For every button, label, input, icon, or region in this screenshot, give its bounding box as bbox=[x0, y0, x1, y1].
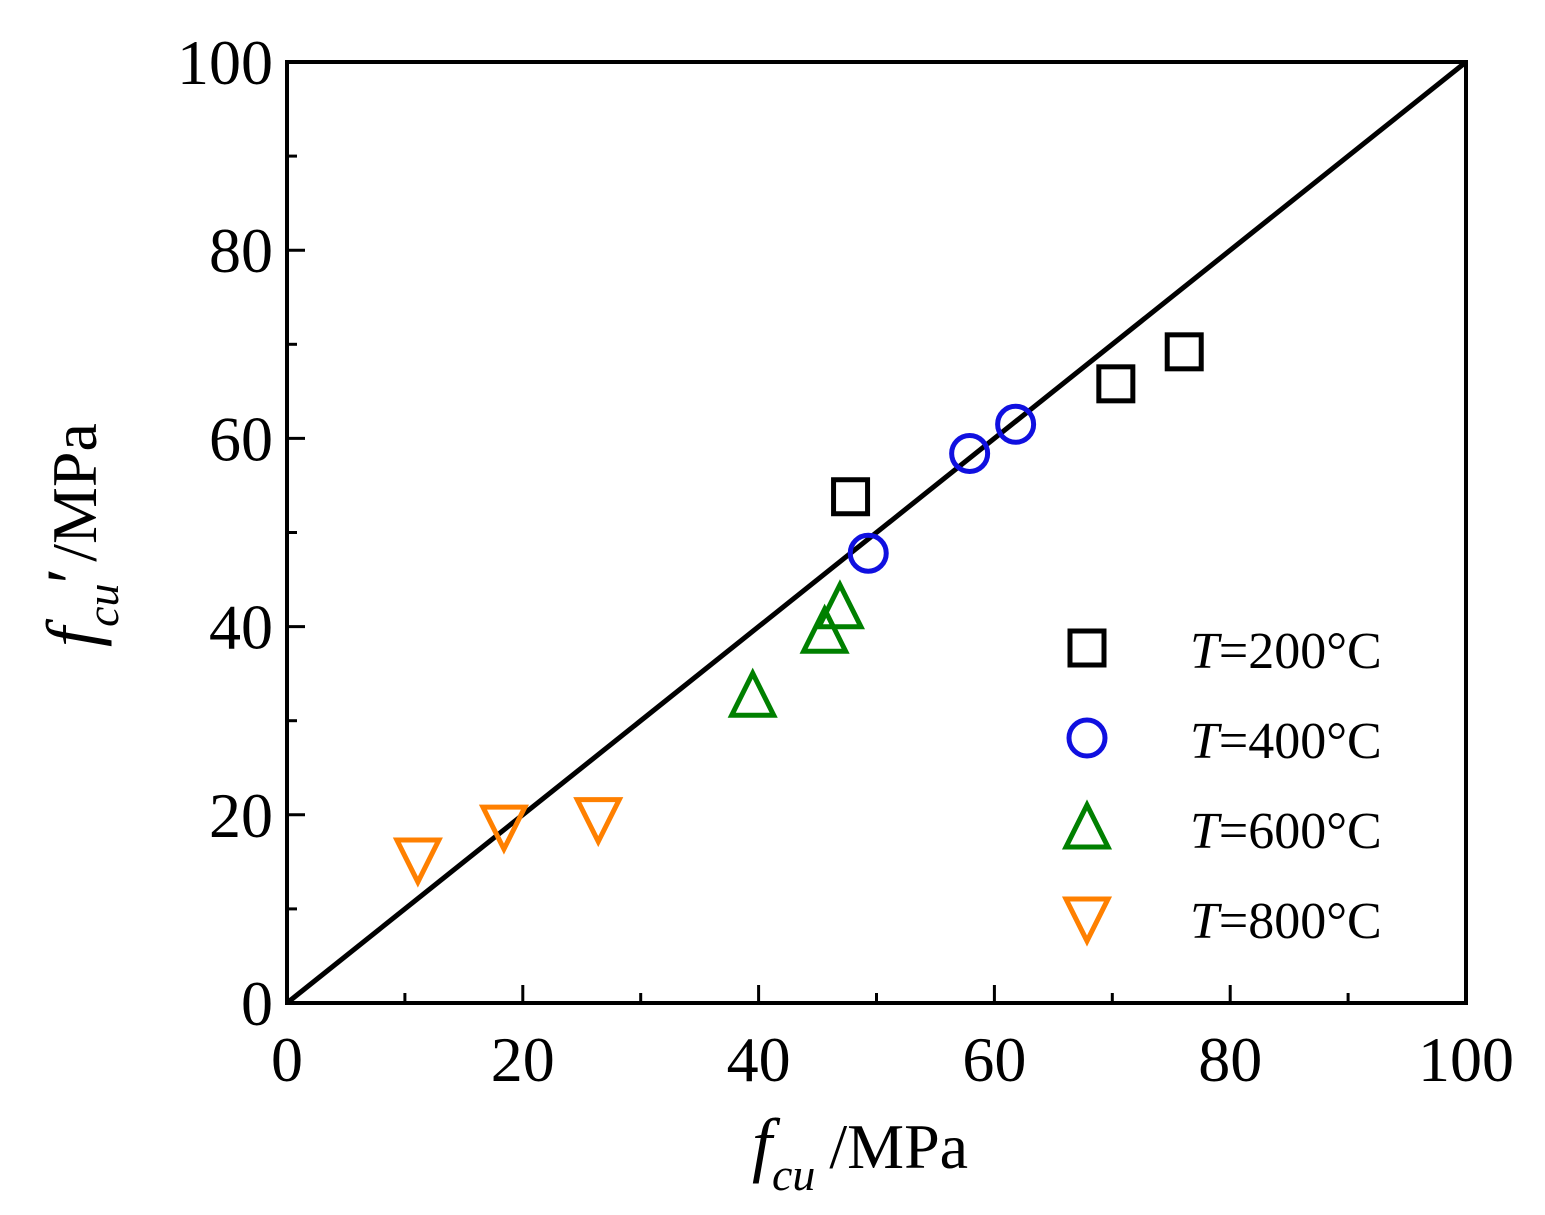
legend-label: T=400°C bbox=[1190, 713, 1382, 770]
x-tick-label: 80 bbox=[1198, 1024, 1262, 1095]
x-tick-label: 100 bbox=[1418, 1024, 1514, 1095]
data-point-circle bbox=[949, 432, 991, 474]
reference-line-y-equals-x bbox=[285, 60, 1468, 1005]
x-axis-sub: cu bbox=[772, 1149, 815, 1200]
data-point-circle bbox=[847, 532, 889, 574]
legend-label: T=800°C bbox=[1190, 893, 1382, 950]
y-tick-label: 60 bbox=[209, 403, 273, 474]
legend-marker-triangle-down bbox=[1061, 896, 1113, 947]
y-axis-prime: ′ bbox=[32, 568, 112, 584]
data-point-triangle-down bbox=[478, 804, 529, 855]
y-tick-label: 40 bbox=[209, 592, 273, 663]
legend-marker-square bbox=[1067, 628, 1107, 668]
data-point-square bbox=[831, 477, 871, 517]
x-axis-title: fcu/MPa bbox=[752, 1104, 968, 1200]
x-tick-label: 20 bbox=[491, 1024, 555, 1095]
y-axis-sub: cu bbox=[77, 584, 128, 627]
legend: T=200°C T=400°C T=600°C T=800°C bbox=[1061, 623, 1382, 950]
x-tick-label: 0 bbox=[271, 1024, 303, 1095]
y-axis-title: fcu′/MPa bbox=[32, 423, 128, 647]
legend-marker-circle bbox=[1066, 717, 1108, 759]
data-markers bbox=[392, 332, 1204, 888]
data-point-square bbox=[1096, 364, 1136, 404]
y-tick-label: 80 bbox=[209, 215, 273, 286]
legend-marker-triangle-up bbox=[1061, 799, 1113, 850]
data-point-triangle-down bbox=[392, 837, 443, 888]
legend-label: T=200°C bbox=[1190, 623, 1382, 680]
y-axis-unit: /MPa bbox=[39, 423, 110, 562]
y-tick-label: 100 bbox=[177, 27, 273, 98]
x-tick-label: 60 bbox=[962, 1024, 1026, 1095]
x-tick-label: 40 bbox=[727, 1024, 791, 1095]
x-axis-unit: /MPa bbox=[829, 1111, 968, 1182]
data-point-triangle-up bbox=[799, 603, 850, 654]
data-point-triangle-down bbox=[573, 797, 624, 848]
tick-labels: 0 20 40 60 80 100 0 20 40 60 80 100 bbox=[177, 27, 1514, 1095]
y-tick-label: 20 bbox=[209, 780, 273, 851]
data-point-triangle-up bbox=[814, 579, 865, 630]
data-point-triangle-up bbox=[727, 667, 778, 718]
data-point-circle bbox=[995, 403, 1037, 445]
data-point-square bbox=[1164, 332, 1204, 372]
plot-area-frame bbox=[285, 60, 1468, 1005]
legend-label: T=600°C bbox=[1190, 803, 1382, 860]
y-tick-label: 0 bbox=[241, 968, 273, 1039]
